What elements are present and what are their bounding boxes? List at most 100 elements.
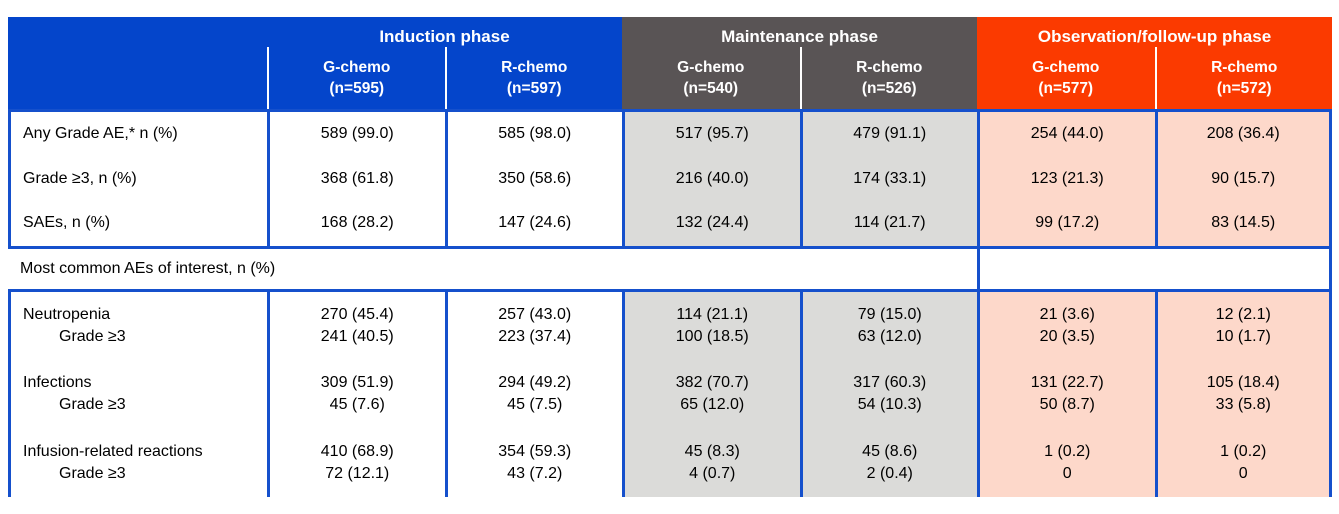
value-grade-ge3: 54 (10.3) (857, 396, 922, 414)
arm-label: G-chemo (323, 59, 391, 76)
section-header-text: Most common AEs of interest, n (%) (8, 248, 977, 289)
table-row-grade-ge3: Grade ≥3, n (%) 368 (61.8) 350 (58.6) 21… (8, 156, 1332, 201)
cell-maintenance-r: 479 (91.1) (799, 112, 977, 157)
cell-induction-g: 589 (99.0) (267, 112, 445, 157)
value-grade-ge3: 4 (0.7) (689, 464, 736, 482)
adverse-events-table: Induction phase G-chemo (n=595) R-chemo … (8, 17, 1332, 497)
cell-induction-g: 368 (61.8) (267, 156, 445, 201)
col-header-observation-r-chemo: R-chemo (n=572) (1154, 47, 1333, 109)
ae-grade-label: Grade ≥3 (59, 464, 126, 482)
aes-of-interest-section: Neutropenia Grade ≥3 270 (45.4) 241 (40.… (8, 291, 1332, 497)
cell-observation-g: 99 (17.2) (977, 201, 1155, 246)
cell-observation-r: 105 (18.4) 33 (5.8) (1154, 360, 1332, 429)
row-label-group: Neutropenia Grade ≥3 (8, 291, 267, 360)
arm-n: (n=597) (506, 80, 562, 97)
arm-label: R-chemo (501, 59, 568, 76)
phase-induction: Induction phase G-chemo (n=595) R-chemo … (267, 17, 622, 109)
phase-maintenance: Maintenance phase G-chemo (n=540) R-chem… (622, 17, 977, 109)
value-grade-ge3: 43 (7.2) (507, 464, 563, 482)
value-grade-ge3: 45 (7.5) (507, 396, 563, 414)
value-any-grade: 105 (18.4) (1206, 374, 1280, 392)
col-header-observation-g-chemo: G-chemo (n=577) (977, 47, 1155, 109)
value-grade-ge3: 0 (1062, 464, 1072, 482)
row-label: Grade ≥3, n (%) (8, 156, 267, 201)
table-header: Induction phase G-chemo (n=595) R-chemo … (8, 17, 1332, 109)
phase-induction-subheaders: G-chemo (n=595) R-chemo (n=597) (267, 47, 622, 109)
value-any-grade: 1 (0.2) (1044, 442, 1091, 460)
ae-grade-label: Grade ≥3 (59, 396, 126, 414)
value-any-grade: 12 (2.1) (1215, 305, 1271, 323)
phase-maintenance-subheaders: G-chemo (n=540) R-chemo (n=526) (622, 47, 977, 109)
header-label-spacer (8, 17, 267, 109)
value-grade-ge3: 65 (12.0) (680, 396, 745, 414)
table-row-saes: SAEs, n (%) 168 (28.2) 147 (24.6) 132 (2… (8, 201, 1332, 246)
cell-induction-g: 309 (51.9) 45 (7.6) (267, 360, 445, 429)
arm-n: (n=572) (1216, 80, 1272, 97)
cell-maintenance-r: 114 (21.7) (799, 201, 977, 246)
cell-observation-r: 208 (36.4) (1154, 112, 1332, 157)
table-row-neutropenia: Neutropenia Grade ≥3 270 (45.4) 241 (40.… (8, 291, 1332, 360)
cell-maintenance-r: 45 (8.6) 2 (0.4) (799, 428, 977, 497)
value-grade-ge3: 2 (0.4) (866, 464, 913, 482)
cell-induction-g: 410 (68.9) 72 (12.1) (267, 428, 445, 497)
value-any-grade: 79 (15.0) (857, 305, 922, 323)
cell-observation-r: 90 (15.7) (1154, 156, 1332, 201)
phase-induction-title: Induction phase (379, 27, 510, 46)
value-any-grade: 270 (45.4) (320, 305, 394, 323)
arm-n: (n=526) (861, 80, 917, 97)
value-any-grade: 45 (8.3) (684, 442, 740, 460)
phase-observation-subheaders: G-chemo (n=577) R-chemo (n=572) (977, 47, 1332, 109)
arm-label: G-chemo (1032, 59, 1100, 76)
col-header-maintenance-g-chemo: G-chemo (n=540) (622, 47, 800, 109)
cell-observation-r: 12 (2.1) 10 (1.7) (1154, 291, 1332, 360)
cell-induction-r: 147 (24.6) (444, 201, 622, 246)
cell-maintenance-g: 517 (95.7) (622, 112, 800, 157)
value-grade-ge3: 241 (40.5) (320, 327, 394, 345)
value-grade-ge3: 223 (37.4) (498, 327, 572, 345)
value-any-grade: 114 (21.1) (676, 305, 749, 323)
cell-induction-r: 585 (98.0) (444, 112, 622, 157)
phase-maintenance-title: Maintenance phase (721, 27, 878, 46)
value-grade-ge3: 45 (7.6) (329, 396, 385, 414)
cell-maintenance-r: 317 (60.3) 54 (10.3) (799, 360, 977, 429)
value-grade-ge3: 20 (3.5) (1039, 327, 1095, 345)
arm-n: (n=595) (329, 80, 385, 97)
cell-maintenance-g: 114 (21.1) 100 (18.5) (622, 291, 800, 360)
arm-n: (n=540) (683, 80, 739, 97)
arm-label: G-chemo (677, 59, 745, 76)
row-label-group: Infusion-related reactions Grade ≥3 (8, 428, 267, 497)
value-grade-ge3: 50 (8.7) (1039, 396, 1095, 414)
value-any-grade: 1 (0.2) (1220, 442, 1267, 460)
phase-observation-title: Observation/follow-up phase (1037, 27, 1272, 46)
table-row-any-grade-ae: Any Grade AE,* n (%) 589 (99.0) 585 (98.… (8, 112, 1332, 157)
ae-grade-label: Grade ≥3 (59, 327, 126, 345)
cell-maintenance-g: 132 (24.4) (622, 201, 800, 246)
row-label: Any Grade AE,* n (%) (8, 112, 267, 157)
value-grade-ge3: 0 (1238, 464, 1248, 482)
cell-induction-r: 257 (43.0) 223 (37.4) (444, 291, 622, 360)
value-grade-ge3: 10 (1.7) (1215, 327, 1271, 345)
cell-observation-g: 21 (3.6) 20 (3.5) (977, 291, 1155, 360)
value-any-grade: 382 (70.7) (675, 374, 749, 392)
value-any-grade: 21 (3.6) (1039, 305, 1095, 323)
value-any-grade: 410 (68.9) (320, 442, 394, 460)
cell-induction-r: 350 (58.6) (444, 156, 622, 201)
value-any-grade: 294 (49.2) (498, 374, 572, 392)
ae-name: Infections (23, 374, 92, 392)
value-any-grade: 45 (8.6) (862, 442, 918, 460)
value-grade-ge3: 72 (12.1) (325, 464, 390, 482)
col-header-maintenance-r-chemo: R-chemo (n=526) (799, 47, 978, 109)
cell-observation-g: 1 (0.2) 0 (977, 428, 1155, 497)
cell-maintenance-r: 79 (15.0) 63 (12.0) (799, 291, 977, 360)
col-header-induction-r-chemo: R-chemo (n=597) (444, 47, 623, 109)
value-any-grade: 317 (60.3) (853, 374, 927, 392)
cell-induction-g: 270 (45.4) 241 (40.5) (267, 291, 445, 360)
ae-name: Infusion-related reactions (23, 442, 203, 460)
cell-observation-r: 1 (0.2) 0 (1154, 428, 1332, 497)
ae-name: Neutropenia (23, 305, 111, 323)
phase-observation: Observation/follow-up phase G-chemo (n=5… (977, 17, 1332, 109)
cell-maintenance-g: 216 (40.0) (622, 156, 800, 201)
section-header-right-spacer (977, 248, 1332, 289)
value-any-grade: 257 (43.0) (498, 305, 572, 323)
